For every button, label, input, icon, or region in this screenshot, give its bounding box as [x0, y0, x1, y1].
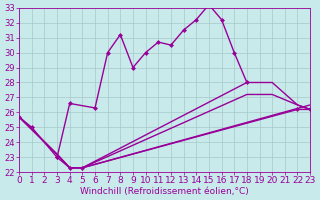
X-axis label: Windchill (Refroidissement éolien,°C): Windchill (Refroidissement éolien,°C): [80, 187, 249, 196]
